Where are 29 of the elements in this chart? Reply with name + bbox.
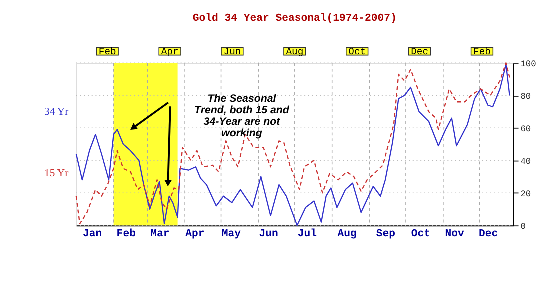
text: Feb (474, 46, 492, 58)
y-tick-label: 60 (520, 124, 532, 135)
text: Jun (224, 46, 242, 58)
y-tick-label: 40 (520, 157, 532, 167)
x-tick-label: Feb (116, 228, 136, 241)
text: Aug (286, 46, 304, 58)
x-tick-label: Sep (376, 228, 396, 241)
y-tick-label: 80 (520, 92, 532, 102)
y-tick-label: 20 (520, 189, 532, 200)
text: Apr (161, 46, 179, 58)
x-tick-label: Nov (445, 228, 465, 241)
text: Oct (348, 46, 366, 58)
x-tick-label: Jun (259, 228, 278, 241)
text: Dec (411, 46, 429, 58)
series-label: 15 Yr (44, 168, 70, 180)
text: Feb (98, 46, 117, 58)
x-tick-label: Apr (186, 228, 205, 241)
y-tick-label: 0 (520, 222, 526, 232)
text: 34 Yr (44, 106, 70, 118)
x-tick-label: Oct (411, 228, 431, 241)
x-tick-label: Jul (298, 228, 318, 241)
x-tick-label: Mar (150, 228, 170, 241)
y-tick-label: 100 (520, 60, 536, 70)
x-tick-label: Jan (83, 228, 102, 241)
x-tick-label: Aug (338, 228, 357, 241)
chart-title: Gold 34 Year Seasonal(1974-2007) (192, 13, 397, 26)
x-tick-label: May (222, 228, 242, 241)
x-tick-label: Dec (479, 228, 498, 241)
annotation: The Seasonal Trend, both 15 and 34-Year are not working (194, 92, 290, 140)
